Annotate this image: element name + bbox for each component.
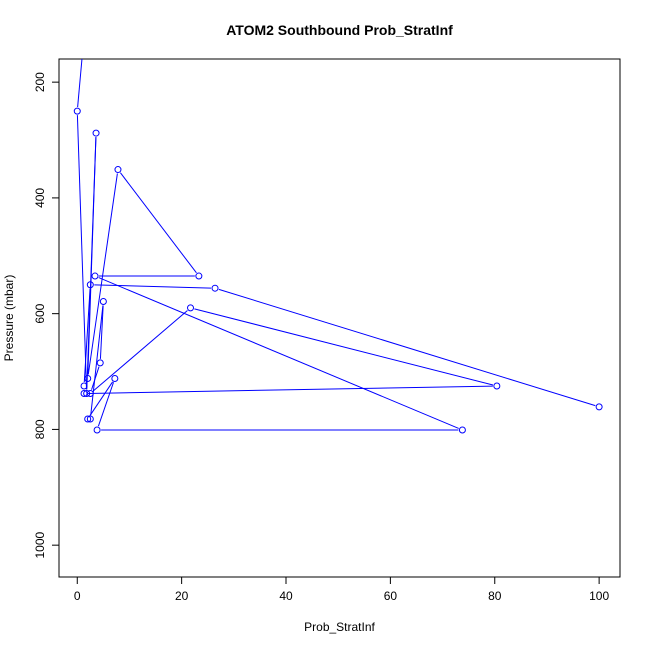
series-0-point: [91, 272, 99, 280]
series-0-segment: [94, 284, 212, 289]
series-0-point: [96, 359, 104, 367]
series-0-segment: [89, 381, 114, 416]
series-0-segment: [90, 305, 104, 416]
series-0-point: [80, 390, 88, 398]
chart-title: ATOM2 Southbound Prob_StratInf: [226, 22, 453, 38]
series-0-point: [73, 107, 81, 115]
y-tick-label: 800: [33, 419, 47, 439]
series-0-point: [93, 426, 101, 434]
series-0-segment: [87, 137, 97, 375]
y-axis: 200 400 600 800 1000: [33, 72, 60, 559]
series-0-point: [111, 374, 119, 382]
series-0-point: [595, 403, 603, 411]
series-0-segment: [87, 173, 118, 375]
series-0-segment: [97, 382, 115, 427]
series-0-segment: [88, 385, 493, 394]
series-0-point: [86, 415, 94, 423]
series-0-segment: [91, 366, 100, 390]
x-tick-label: 20: [175, 589, 189, 603]
plot-area: [73, 59, 603, 434]
series-0-segment: [194, 308, 494, 386]
series-0-point: [92, 129, 100, 137]
series-0-point: [84, 415, 92, 423]
x-axis: 0 20 40 60 80 100: [74, 576, 609, 603]
x-tick-label: 80: [488, 589, 502, 603]
series-0-segment: [83, 288, 91, 383]
series-0-point: [83, 390, 91, 398]
series-0-point: [187, 304, 195, 312]
series-0-point: [84, 374, 92, 382]
x-tick-label: 0: [74, 589, 81, 603]
x-axis-label: Prob_StratInf: [304, 620, 375, 634]
series-0-segment: [93, 310, 188, 392]
x-tick-label: 100: [589, 589, 609, 603]
y-tick-label: 200: [33, 72, 47, 92]
series-0-segment: [76, 115, 88, 390]
series-0-point: [80, 382, 88, 390]
y-axis-label: Pressure (mbar): [2, 275, 16, 362]
series-0-point: [493, 382, 501, 390]
series-0-segment: [218, 288, 596, 407]
x-tick-label: 60: [384, 589, 398, 603]
series-0-segment: [119, 172, 197, 274]
series-0-segment: [99, 305, 104, 359]
series-0-segment: [77, 59, 83, 108]
y-tick-label: 600: [33, 303, 47, 323]
y-tick-label: 400: [33, 188, 47, 208]
series-0-point: [114, 166, 122, 174]
series-0-point: [99, 298, 107, 306]
series-0-segment: [98, 277, 459, 429]
series-0-point: [458, 426, 466, 434]
series-0-point: [86, 281, 94, 289]
y-tick-label: 1000: [33, 531, 47, 558]
x-tick-label: 40: [279, 589, 293, 603]
series-0-point: [195, 272, 203, 280]
series-0-point: [211, 284, 219, 292]
